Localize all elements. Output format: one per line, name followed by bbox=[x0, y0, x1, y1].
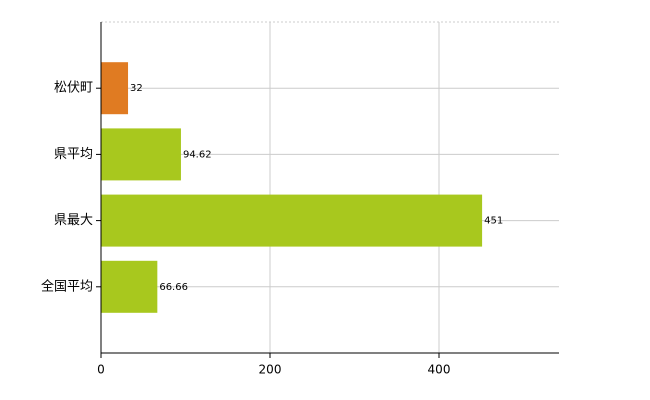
x-tick-label: 0 bbox=[97, 363, 105, 377]
bar bbox=[101, 128, 181, 181]
x-tick-label: 400 bbox=[428, 363, 451, 377]
y-tick-label: 県最大 bbox=[54, 213, 93, 228]
value-label: 66.66 bbox=[159, 282, 188, 293]
bar bbox=[101, 260, 158, 313]
y-tick-label: 県平均 bbox=[54, 147, 93, 162]
value-label: 32 bbox=[130, 83, 143, 94]
value-label: 94.62 bbox=[183, 149, 212, 160]
y-tick-label: 全国平均 bbox=[41, 278, 93, 294]
x-tick-label: 200 bbox=[259, 363, 282, 377]
y-tick-label: 松伏町 bbox=[54, 81, 93, 96]
bar bbox=[101, 194, 483, 247]
bar bbox=[101, 62, 129, 115]
value-label: 451 bbox=[484, 216, 503, 227]
